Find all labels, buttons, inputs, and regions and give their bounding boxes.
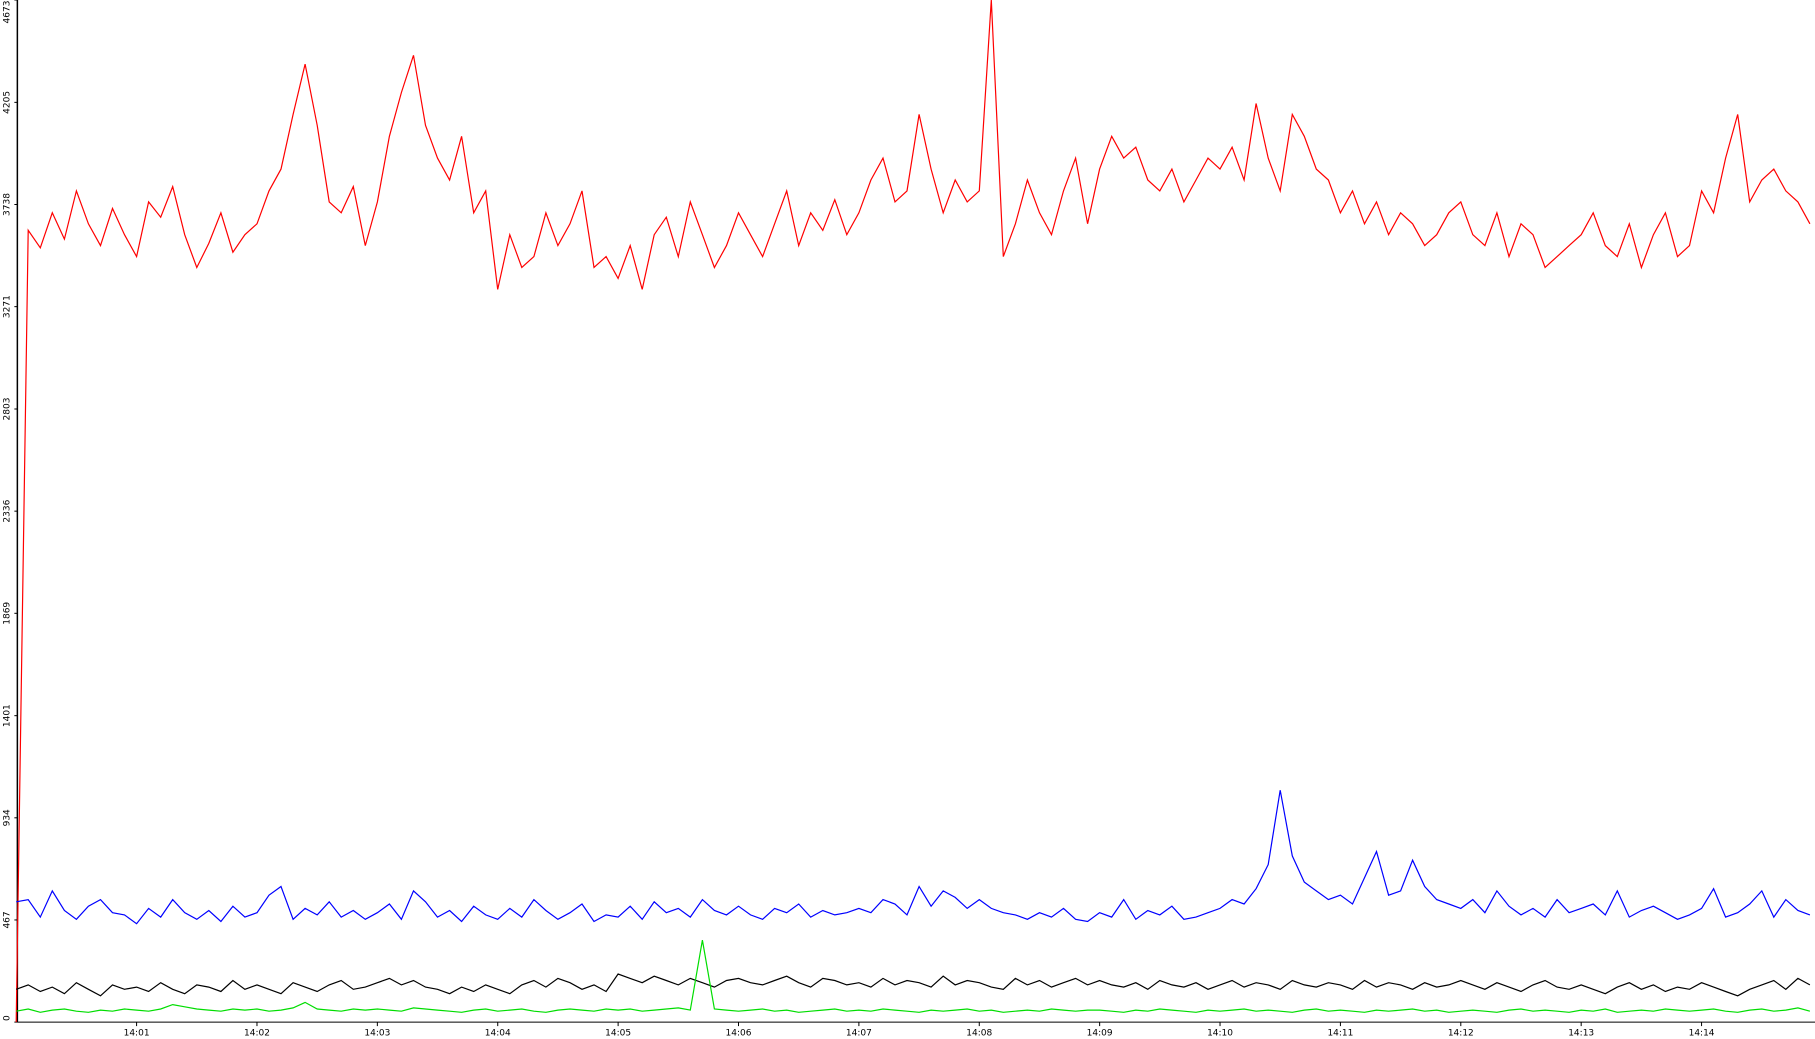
x-tick-label: 14:13 [1568, 1029, 1594, 1039]
x-tick-label: 14:08 [966, 1029, 992, 1039]
y-tick-label: 467 [3, 911, 13, 928]
y-tick-label: 4673 [3, 1, 13, 24]
y-tick-label: 1401 [3, 704, 13, 727]
x-tick-label: 14:07 [846, 1029, 872, 1039]
y-tick-label: 4205 [3, 91, 13, 114]
data-line [16, 939, 1811, 1013]
x-tick-label: 14:12 [1448, 1029, 1474, 1039]
x-tick-label: 14:04 [485, 1029, 511, 1039]
x-tick-label: 14:02 [244, 1029, 270, 1039]
y-tick-label: 2803 [3, 398, 13, 421]
y-tick-label: 3271 [3, 295, 13, 318]
x-tick-label: 14:14 [1689, 1029, 1715, 1039]
data-line [16, 790, 1811, 925]
x-tick-label: 14:03 [364, 1029, 390, 1039]
x-tick-label: 14:09 [1087, 1029, 1113, 1039]
y-tick-label: 1869 [3, 602, 13, 625]
y-tick-label: 2336 [3, 499, 13, 522]
x-tick-label: 14:10 [1207, 1029, 1233, 1039]
data-line [15, 973, 1811, 997]
x-tick-label: 14:06 [726, 1029, 752, 1039]
x-tick-label: 14:05 [605, 1029, 631, 1039]
y-tick-label: 0 [3, 1015, 13, 1021]
x-tick-label: 14:11 [1327, 1029, 1353, 1039]
y-tick-label: 934 [3, 809, 13, 826]
y-tick-label: 3738 [3, 193, 13, 216]
x-tick-label: 14:01 [124, 1029, 150, 1039]
data-line [15, 0, 1811, 1023]
